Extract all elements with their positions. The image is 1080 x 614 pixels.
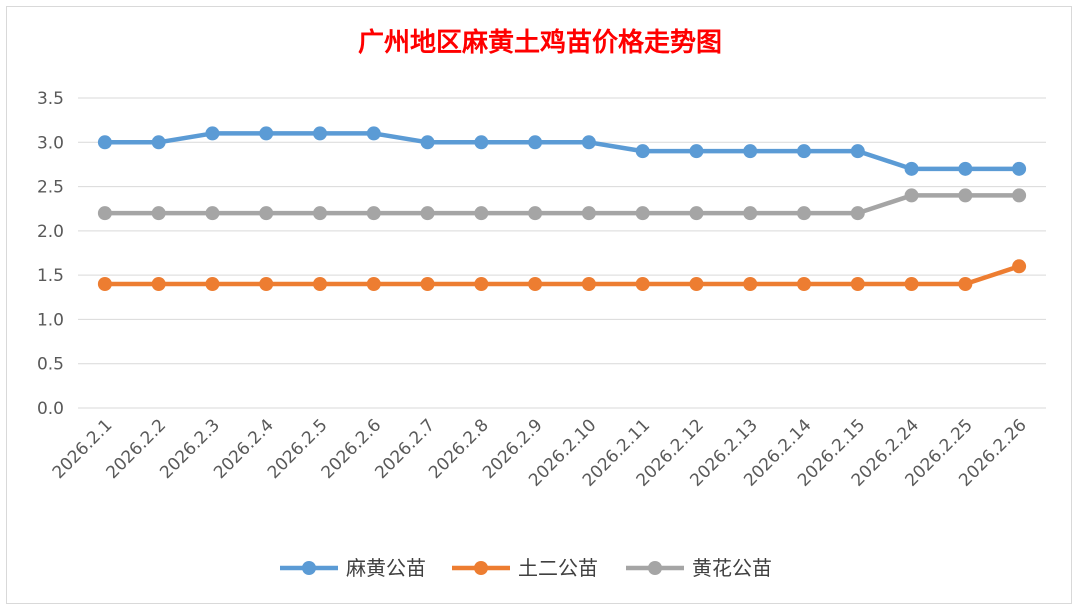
data-point[interactable] [528,206,543,221]
data-point[interactable] [635,206,650,221]
series [97,259,1027,291]
gridlines [78,97,1046,409]
data-point[interactable] [635,144,650,159]
data-point[interactable] [420,135,435,150]
data-point[interactable] [205,206,220,221]
legend-label: 麻黄公苗 [346,556,426,580]
data-point[interactable] [205,277,220,291]
data-point[interactable] [797,277,811,291]
series-line [102,193,1022,216]
data-point[interactable] [205,126,220,141]
data-point[interactable] [689,144,704,159]
series-line [102,131,1022,172]
data-point[interactable] [1012,259,1027,274]
legend-point-marker [648,561,662,575]
data-point[interactable] [366,126,381,141]
data-point[interactable] [958,161,973,176]
legend-point-marker [474,561,488,575]
series-line [102,264,1022,287]
series-lines [97,126,1027,291]
data-point[interactable] [313,277,327,291]
data-point[interactable] [151,277,166,291]
y-tick-label: 1.5 [37,266,64,286]
data-point[interactable] [259,206,274,221]
data-point[interactable] [581,206,596,221]
data-point[interactable] [850,144,865,159]
legend[interactable]: 麻黄公苗 土二公苗 黄花公苗 [280,556,772,580]
y-tick-label: 3.0 [37,133,64,153]
data-point[interactable] [97,277,112,291]
data-point[interactable] [797,144,811,159]
data-point[interactable] [151,135,166,150]
data-point[interactable] [420,277,435,291]
legend-label: 黄花公苗 [692,556,772,580]
data-point[interactable] [259,126,274,141]
data-point[interactable] [474,206,489,221]
legend-point-marker [302,561,316,575]
data-point[interactable] [474,135,489,150]
data-point[interactable] [581,277,596,291]
x-axis-tick-labels: 2026.2.12026.2.22026.2.32026.2.42026.2.5… [49,415,1031,490]
data-point[interactable] [581,135,596,150]
data-point[interactable] [850,277,865,291]
data-point[interactable] [313,206,327,221]
legend-item[interactable]: 土二公苗 [452,556,598,580]
y-tick-label: 3.5 [37,89,64,109]
legend-item[interactable]: 黄花公苗 [626,556,772,580]
data-point[interactable] [366,206,381,221]
data-point[interactable] [850,206,865,221]
chart-title: 广州地区麻黄土鸡苗价格走势图 [358,27,722,58]
data-point[interactable] [743,144,758,159]
y-tick-label: 2.5 [37,178,64,198]
data-point[interactable] [635,277,650,291]
data-point[interactable] [958,188,973,203]
data-point[interactable] [689,206,704,221]
data-point[interactable] [528,135,543,150]
chart-frame[interactable] [6,6,1072,604]
y-tick-label: 0.5 [37,355,64,375]
y-tick-label: 0.0 [37,399,64,419]
data-point[interactable] [1012,161,1027,176]
legend-item[interactable]: 麻黄公苗 [280,556,426,580]
data-point[interactable] [474,277,489,291]
data-point[interactable] [259,277,274,291]
data-point[interactable] [904,277,919,291]
data-point[interactable] [743,277,758,291]
legend-label: 土二公苗 [518,556,598,580]
data-point[interactable] [904,188,919,203]
data-point[interactable] [97,206,112,221]
series [97,188,1027,221]
y-axis-tick-labels: 0.0 0.5 1.0 1.5 2.0 2.5 3.0 3.5 [37,89,64,419]
series [97,126,1027,176]
data-point[interactable] [97,135,112,150]
y-tick-label: 1.0 [37,310,64,330]
data-point[interactable] [420,206,435,221]
data-point[interactable] [313,126,327,141]
data-point[interactable] [1012,188,1027,203]
data-point[interactable] [366,277,381,291]
data-point[interactable] [958,277,973,291]
data-point[interactable] [528,277,543,291]
data-point[interactable] [797,206,811,221]
data-point[interactable] [151,206,166,221]
data-point[interactable] [904,161,919,176]
data-point[interactable] [689,277,704,291]
y-tick-label: 2.0 [37,222,64,242]
data-point[interactable] [743,206,758,221]
